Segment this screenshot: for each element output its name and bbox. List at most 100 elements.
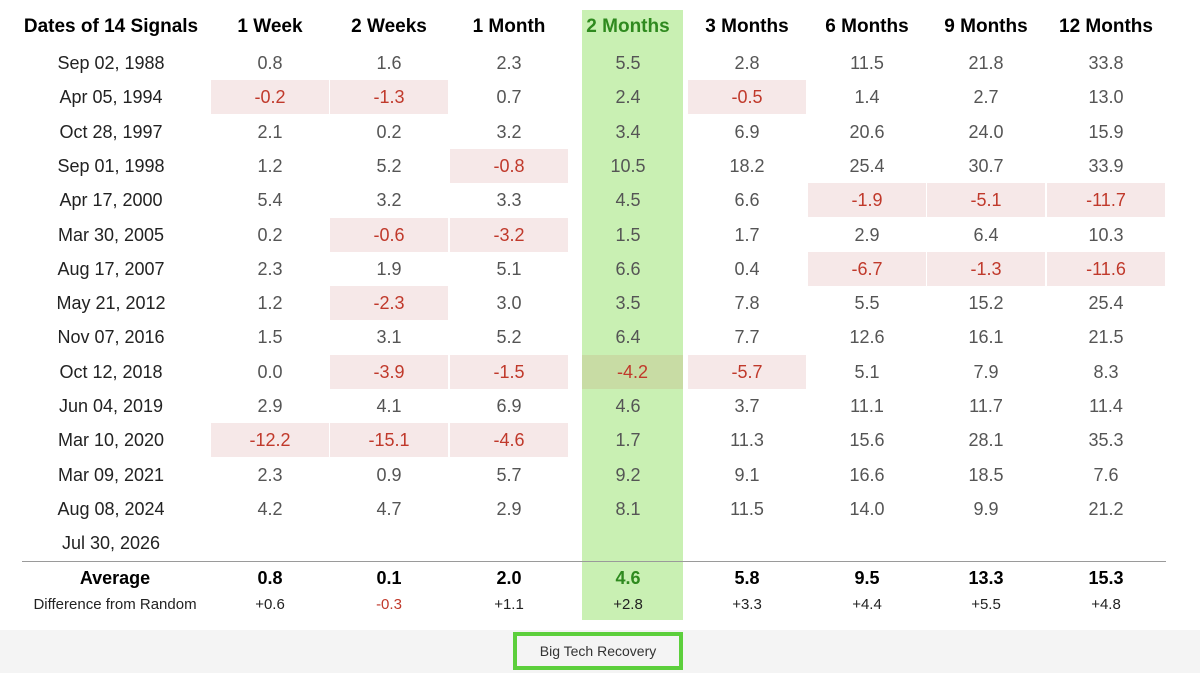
row-date: Oct 28, 1997 — [59, 122, 163, 142]
table-cell: -3.2 — [450, 218, 568, 252]
table-cell: 11.7 — [969, 396, 1003, 416]
table-cell: 6.6 — [734, 190, 760, 210]
table-cell: -0.5 — [688, 80, 806, 114]
table-cell: 15.9 — [1088, 122, 1124, 142]
header-dates: Dates of 14 Signals — [23, 16, 199, 37]
row-date: Jul 30, 2026 — [61, 533, 161, 553]
table-row: Jun 04, 2019 2.9 4.1 6.9 4.6 3.7 11.1 11.7 11.4 — [0, 389, 1200, 423]
table-cell: 11.5 — [730, 499, 764, 519]
row-date: Jun 04, 2019 — [58, 396, 164, 416]
table-cell: -11.7 — [1047, 183, 1165, 217]
difference-value: +3.3 — [732, 596, 762, 613]
table-cell: 21.2 — [1088, 499, 1124, 519]
table-row: Aug 17, 2007 2.3 1.9 5.1 6.6 0.4 -6.7 -1.3 -11.6 — [0, 252, 1200, 286]
table-cell: 21.8 — [968, 53, 1004, 73]
header-2-months: 2 Months — [586, 16, 670, 37]
table-cell: 16.1 — [968, 327, 1004, 347]
table-cell: -11.6 — [1047, 252, 1165, 286]
table-header: Dates of 14 Signals 1 Week 2 Weeks 1 Month 2… — [0, 8, 1200, 46]
header-1-month: 1 Month — [472, 16, 546, 37]
average-value: 0.1 — [376, 568, 402, 588]
table-cell: -0.2 — [211, 80, 329, 114]
table-cell: 15.6 — [849, 430, 885, 450]
table-cell: 15.2 — [968, 293, 1004, 313]
table-cell: 14.0 — [849, 499, 885, 519]
table-cell: 1.7 — [615, 430, 641, 450]
table-cell: 5.7 — [496, 465, 522, 485]
big-tech-recovery-button[interactable]: Big Tech Recovery — [513, 632, 683, 670]
table-cell: 4.2 — [257, 499, 283, 519]
table-cell: 13.0 — [1088, 87, 1124, 107]
table-cell: -1.3 — [927, 252, 1045, 286]
table-cell: -0.6 — [330, 218, 448, 252]
table-cell: 3.7 — [734, 396, 760, 416]
table-cell: -1.3 — [330, 80, 448, 114]
row-date: Nov 07, 2016 — [57, 327, 165, 347]
table-cell: 1.5 — [257, 327, 283, 347]
difference-row: Difference from Random +0.6 -0.3 +1.1 +2.8 +3… — [0, 593, 1200, 617]
average-value: 5.8 — [734, 568, 760, 588]
average-value: 15.3 — [1088, 568, 1124, 588]
row-date: Apr 17, 2000 — [59, 190, 163, 210]
table-cell: 30.7 — [968, 156, 1004, 176]
table-cell: 5.1 — [854, 362, 880, 382]
difference-value: +5.5 — [971, 596, 1001, 613]
table-cell: -15.1 — [330, 423, 448, 457]
table-cell: 2.3 — [257, 259, 283, 279]
table-cell: 0.9 — [376, 465, 402, 485]
table-cell: 2.8 — [734, 53, 760, 73]
table-cell: -1.9 — [808, 183, 926, 217]
table-cell: 7.8 — [734, 293, 760, 313]
table-cell: -0.8 — [450, 149, 568, 183]
table-cell: 25.4 — [1088, 293, 1124, 313]
header-6-months: 6 Months — [825, 16, 909, 37]
table-cell: -4.2 — [582, 355, 683, 389]
table-row: Nov 07, 2016 1.5 3.1 5.2 6.4 7.7 12.6 16.1 21.5 — [0, 320, 1200, 354]
average-value: 2.0 — [496, 568, 522, 588]
table-cell: 8.3 — [1093, 362, 1119, 382]
difference-label: Difference from Random — [33, 596, 197, 613]
average-row: Average 0.8 0.1 2.0 4.6 5.8 9.5 13.3 15.3 — [0, 563, 1200, 593]
table-cell: 3.1 — [376, 327, 402, 347]
header-9-months: 9 Months — [944, 16, 1028, 37]
table-cell: 8.1 — [615, 499, 641, 519]
table-row: Mar 10, 2020 -12.2 -15.1 -4.6 1.7 11.3 15.6 28.… — [0, 423, 1200, 457]
table-row: May 21, 2012 1.2 -2.3 3.0 3.5 7.8 5.5 15.2 25.4 — [0, 286, 1200, 320]
table-cell: 2.4 — [615, 87, 641, 107]
average-value: 0.8 — [257, 568, 283, 588]
table-cell: 5.5 — [854, 293, 880, 313]
table-cell: 0.2 — [257, 225, 283, 245]
table-cell: -1.5 — [450, 355, 568, 389]
table-cell: 16.6 — [849, 465, 885, 485]
table-cell: 6.4 — [615, 327, 641, 347]
table-row: Mar 09, 2021 2.3 0.9 5.7 9.2 9.1 16.6 18.5 7.6 — [0, 458, 1200, 492]
table-cell: 2.1 — [257, 122, 283, 142]
table-row: Apr 17, 2000 5.4 3.2 3.3 4.5 6.6 -1.9 -5.1 -11.7 — [0, 183, 1200, 217]
header-2-weeks: 2 Weeks — [351, 16, 427, 37]
row-date: Sep 01, 1998 — [57, 156, 165, 176]
table-cell: 7.9 — [973, 362, 999, 382]
table-cell: 5.5 — [615, 53, 641, 73]
table-cell: 1.2 — [257, 293, 283, 313]
table-cell: 3.4 — [615, 122, 641, 142]
table-cell: 11.5 — [850, 53, 884, 73]
table-cell: 6.4 — [973, 225, 999, 245]
difference-value: +1.1 — [494, 596, 524, 613]
table-row: Mar 30, 2005 0.2 -0.6 -3.2 1.5 1.7 2.9 6.4 10.3 — [0, 218, 1200, 252]
table-cell: 9.1 — [734, 465, 760, 485]
table-cell: 1.2 — [257, 156, 283, 176]
table-cell: 4.7 — [376, 499, 402, 519]
table-cell: 12.6 — [849, 327, 885, 347]
table-cell: 24.0 — [968, 122, 1004, 142]
header-3-months: 3 Months — [705, 16, 789, 37]
table-cell: 5.4 — [257, 190, 283, 210]
table-cell: 4.6 — [615, 396, 641, 416]
table-row: Oct 12, 2018 0.0 -3.9 -1.5 -4.2 -5.7 5.1 7.9 8.3 — [0, 355, 1200, 389]
table-cell: 7.7 — [734, 327, 760, 347]
table-cell: 3.0 — [496, 293, 522, 313]
average-value: 4.6 — [615, 568, 641, 588]
table-cell: 10.3 — [1088, 225, 1124, 245]
table-cell: 25.4 — [849, 156, 885, 176]
table-cell: 2.3 — [257, 465, 283, 485]
difference-value: +4.4 — [852, 596, 882, 613]
